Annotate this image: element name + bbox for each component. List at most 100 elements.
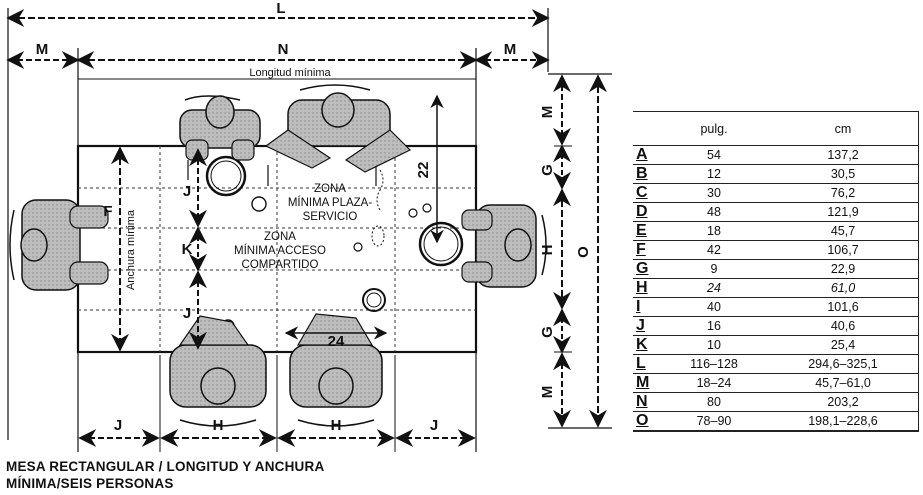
label-H-bottom-left: H <box>213 417 224 434</box>
label-J-bottom-right: J <box>430 417 438 434</box>
dimension-24: 24 <box>284 326 388 350</box>
label-H-bottom-right: H <box>331 417 342 434</box>
label-O: O <box>575 246 592 258</box>
dimension-N: N <box>76 41 478 69</box>
table-row: H 24 61,0 <box>633 278 919 298</box>
row-cm: 137,2 <box>768 145 919 165</box>
row-letter: B <box>633 164 660 184</box>
table-row: I 40 101,6 <box>633 297 919 317</box>
table-row: M 18–24 45,7–61,0 <box>633 373 919 393</box>
label-H-right: H <box>539 245 556 256</box>
label-G-top: G <box>539 164 556 176</box>
row-in: 78–90 <box>660 411 768 432</box>
row-in: 48 <box>660 202 768 222</box>
row-letter: E <box>633 221 660 241</box>
label-F: F <box>103 203 112 220</box>
zona2-line2: MÍNIMA ACCESO <box>234 244 326 257</box>
dimension-O: O <box>575 74 607 428</box>
zona1-line3: SERVICIO <box>303 211 358 223</box>
row-cm: 22,9 <box>768 259 919 279</box>
row-in: 12 <box>660 164 768 184</box>
header-letter <box>633 111 660 146</box>
row-letter: A <box>633 145 660 165</box>
label-J-lower: J <box>183 305 191 322</box>
label-anchura-minima: Anchura mínima <box>125 209 137 290</box>
plate-top-left <box>205 155 247 197</box>
table-row: E 18 45,7 <box>633 221 919 241</box>
row-cm: 45,7–61,0 <box>768 373 919 393</box>
diner-right-end <box>461 204 547 288</box>
table-row: D 48 121,9 <box>633 202 919 222</box>
row-letter: H <box>633 278 660 298</box>
label-longitud-minima: Longitud mínima <box>249 67 331 79</box>
dimension-right-chain: M G H G M <box>539 74 572 428</box>
table-header-row: pulg. cm <box>633 111 919 146</box>
zone-lines <box>78 146 476 352</box>
header-cm: cm <box>768 111 919 146</box>
table-row: F 42 106,7 <box>633 240 919 260</box>
caption-line-1: MESA RECTANGULAR / LONGITUD Y ANCHURA <box>6 459 325 474</box>
row-letter: G <box>633 259 660 279</box>
table-row: K 10 25,4 <box>633 335 919 355</box>
dimension-bottom-chain: J H H J <box>78 355 476 452</box>
row-in: 10 <box>660 335 768 355</box>
label-G-bottom: G <box>539 326 556 338</box>
dimension-J-K-J: J K J <box>182 148 207 350</box>
table-row: B 12 30,5 <box>633 164 919 184</box>
row-in: 18–24 <box>660 373 768 393</box>
row-cm: 40,6 <box>768 316 919 336</box>
label-J-bottom-left: J <box>114 417 122 434</box>
table-row: L 116–128 294,6–325,1 <box>633 354 919 374</box>
row-letter: J <box>633 316 660 336</box>
dimension-M-left: M <box>6 41 80 69</box>
row-cm: 25,4 <box>768 335 919 355</box>
row-letter: L <box>633 354 660 374</box>
row-in: 80 <box>660 392 768 412</box>
row-letter: M <box>633 373 660 393</box>
row-cm: 198,1–228,6 <box>768 411 919 432</box>
row-in: 24 <box>660 278 768 298</box>
zona1-line2: MÍNIMA PLAZA- <box>288 196 373 209</box>
row-letter: I <box>633 297 660 317</box>
table-row: A 54 137,2 <box>633 145 919 165</box>
row-in: 9 <box>660 259 768 279</box>
row-cm: 294,6–325,1 <box>768 354 919 374</box>
caption-line-2: MÍNIMA/SEIS PERSONAS <box>6 476 174 491</box>
row-cm: 30,5 <box>768 164 919 184</box>
row-cm: 203,2 <box>768 392 919 412</box>
table-row: N 80 203,2 <box>633 392 919 412</box>
label-J-upper: J <box>183 183 191 200</box>
figure-caption: MESA RECTANGULAR / LONGITUD Y ANCHURA MÍ… <box>6 458 324 492</box>
zona1-line1: ZONA <box>314 183 346 195</box>
row-in: 42 <box>660 240 768 260</box>
row-letter: C <box>633 183 660 203</box>
row-in: 54 <box>660 145 768 165</box>
row-in: 40 <box>660 297 768 317</box>
label-M-right: M <box>504 41 517 58</box>
label-L: L <box>276 0 285 17</box>
row-letter: N <box>633 392 660 412</box>
zona2-line3: COMPARTIDO <box>242 259 319 271</box>
row-cm: 61,0 <box>768 278 919 298</box>
table-plan-diagram: L M N M Longitud mínima <box>6 0 612 452</box>
row-letter: F <box>633 240 660 260</box>
row-in: 18 <box>660 221 768 241</box>
label-N: N <box>278 41 289 58</box>
dimension-table: pulg. cm A 54 137,2 B 12 30,5 C 30 76,2 D 48 121… <box>633 111 919 432</box>
label-M-left: M <box>36 41 49 58</box>
row-letter: O <box>633 411 660 432</box>
label-24: 24 <box>328 333 345 350</box>
label-M-right-top: M <box>539 106 556 119</box>
plate-bottom-right <box>362 288 386 312</box>
row-cm: 101,6 <box>768 297 919 317</box>
dimension-M-right: M <box>474 41 550 69</box>
row-in: 30 <box>660 183 768 203</box>
row-cm: 121,9 <box>768 202 919 222</box>
row-in: 16 <box>660 316 768 336</box>
dimension-F: F Anchura mínima <box>103 146 137 352</box>
row-cm: 106,7 <box>768 240 919 260</box>
row-letter: K <box>633 335 660 355</box>
row-cm: 45,7 <box>768 221 919 241</box>
header-pulg: pulg. <box>660 111 768 146</box>
